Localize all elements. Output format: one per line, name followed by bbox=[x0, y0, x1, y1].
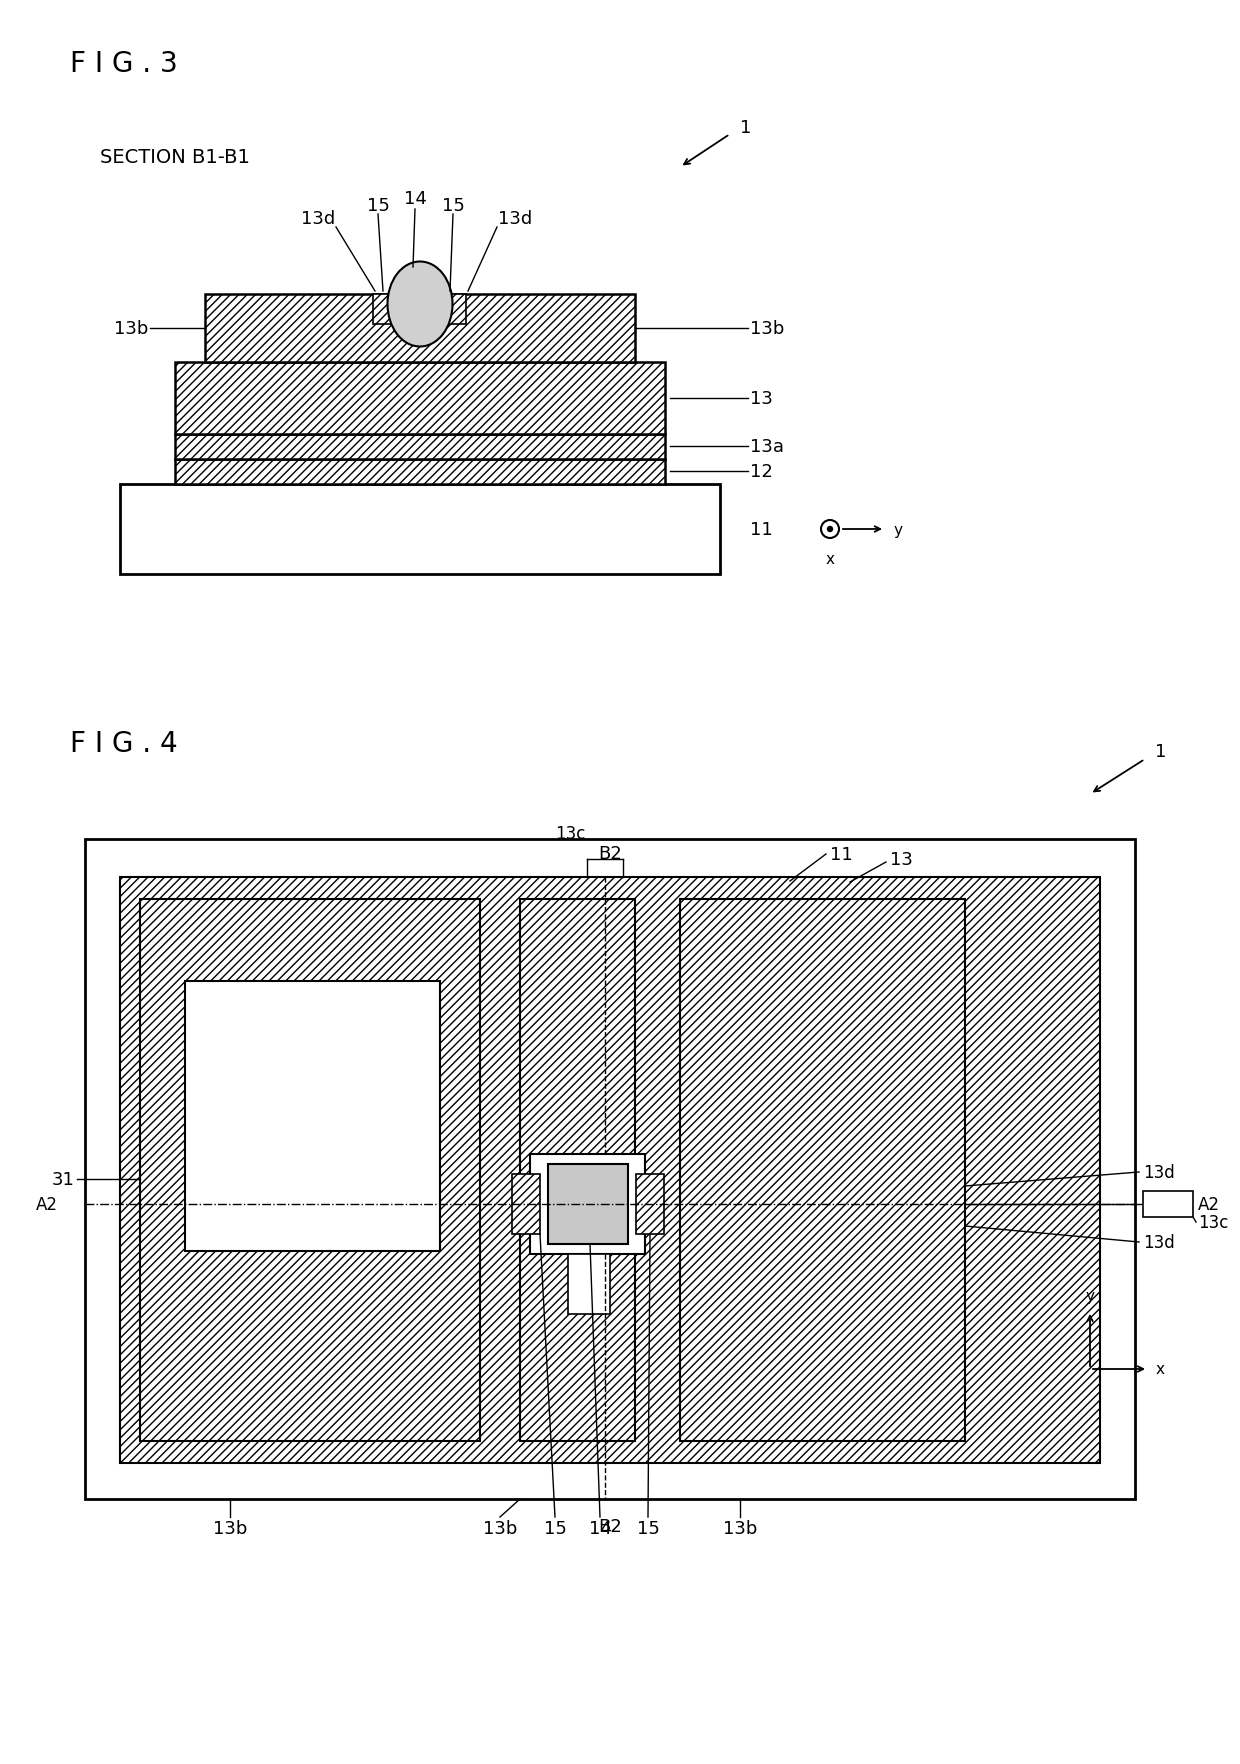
Text: 13c: 13c bbox=[1198, 1214, 1229, 1231]
Text: F I G . 4: F I G . 4 bbox=[69, 730, 177, 757]
Text: 13b: 13b bbox=[750, 319, 785, 339]
Bar bbox=[568, 1254, 610, 1314]
Text: 13c: 13c bbox=[554, 824, 585, 843]
Text: A2: A2 bbox=[1198, 1196, 1220, 1214]
Bar bbox=[529, 1154, 645, 1254]
Ellipse shape bbox=[388, 263, 453, 348]
Text: x: x bbox=[1156, 1362, 1166, 1376]
Bar bbox=[636, 1175, 663, 1235]
Text: A2: A2 bbox=[36, 1196, 58, 1214]
Bar bbox=[185, 981, 440, 1251]
Text: 13d: 13d bbox=[301, 210, 335, 228]
Bar bbox=[520, 900, 635, 1441]
Bar bbox=[438, 295, 466, 325]
Text: 15: 15 bbox=[367, 198, 389, 215]
Text: 15: 15 bbox=[543, 1519, 567, 1536]
Text: y: y bbox=[1085, 1288, 1095, 1304]
Text: F I G . 3: F I G . 3 bbox=[69, 49, 177, 78]
Text: 13d: 13d bbox=[1143, 1162, 1174, 1182]
Bar bbox=[373, 295, 401, 325]
Text: 15: 15 bbox=[441, 198, 465, 215]
Text: 13: 13 bbox=[750, 390, 773, 407]
Bar bbox=[512, 1175, 539, 1235]
Text: 11: 11 bbox=[830, 845, 853, 864]
Text: B2: B2 bbox=[598, 845, 622, 863]
Text: y: y bbox=[893, 522, 901, 538]
Text: 15: 15 bbox=[636, 1519, 660, 1536]
Text: 13: 13 bbox=[890, 850, 913, 868]
Bar bbox=[86, 840, 1135, 1499]
Text: 31: 31 bbox=[52, 1170, 74, 1189]
Circle shape bbox=[827, 527, 832, 533]
Text: 13b: 13b bbox=[723, 1519, 758, 1536]
Text: SECTION B1-B1: SECTION B1-B1 bbox=[100, 148, 250, 168]
Bar bbox=[140, 900, 480, 1441]
Text: B2: B2 bbox=[598, 1517, 622, 1535]
Bar bbox=[175, 434, 665, 460]
Text: 14: 14 bbox=[403, 191, 427, 208]
Text: 13a: 13a bbox=[750, 437, 784, 455]
Bar bbox=[205, 295, 635, 363]
Bar bbox=[680, 900, 965, 1441]
Text: x: x bbox=[826, 552, 835, 566]
Bar bbox=[1143, 1191, 1193, 1217]
Text: 13b: 13b bbox=[482, 1519, 517, 1536]
Text: 11: 11 bbox=[750, 520, 773, 538]
Text: 13d: 13d bbox=[498, 210, 532, 228]
Bar bbox=[120, 877, 1100, 1462]
Text: 1: 1 bbox=[740, 118, 751, 138]
Bar bbox=[175, 460, 665, 485]
Bar bbox=[548, 1164, 627, 1244]
Text: 12: 12 bbox=[750, 462, 773, 482]
Text: 13b: 13b bbox=[114, 319, 148, 339]
Text: 13b: 13b bbox=[213, 1519, 247, 1536]
Bar bbox=[175, 363, 665, 434]
Text: 14: 14 bbox=[589, 1519, 611, 1536]
Text: 1: 1 bbox=[1154, 743, 1167, 760]
Bar bbox=[120, 485, 720, 575]
Text: 13d: 13d bbox=[1143, 1233, 1174, 1251]
